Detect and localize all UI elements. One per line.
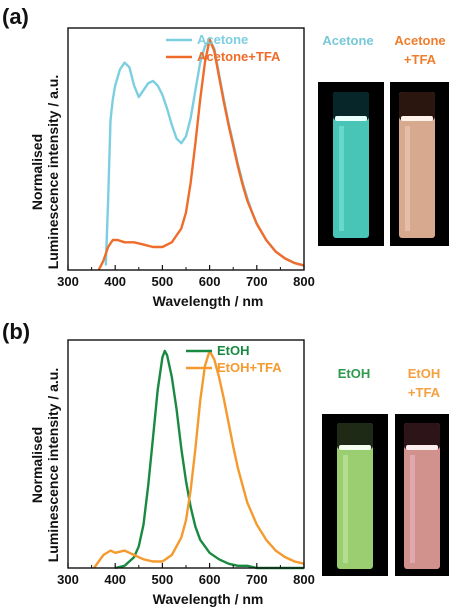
panel-b-chart: 300 400 500 600 700 800 EtOH EtOH+TFA (57, 339, 315, 587)
panel-a-ylabel-line2: Luminescence intensity / a.u. (45, 75, 61, 270)
chart-a-xtick-label-800: 800 (293, 274, 315, 289)
panel-a-ylabel-line1: Normalised (29, 134, 45, 210)
panel-b-ylabel-line1: Normalised (29, 427, 45, 503)
photo-acetone (318, 82, 384, 246)
chart-a-series-line-0 (104, 38, 305, 267)
chart-a-xtick-label-300: 300 (57, 274, 79, 289)
chart-b-xtick-label-300: 300 (57, 572, 79, 587)
photo-label-etoh-tfa-line1: EtOH (408, 366, 441, 381)
chart-b-legend-label-1: EtOH+TFA (217, 360, 282, 375)
photo-etoh-tfa (395, 414, 449, 576)
chart-a-legend-label-1: Acetone+TFA (197, 49, 281, 64)
chart-b-xtick-label-400: 400 (104, 572, 126, 587)
chart-a-legend-label-0: Acetone (197, 32, 248, 47)
chart-b-series-line-1 (93, 349, 305, 569)
chart-b-xtick-label-600: 600 (199, 572, 221, 587)
photo-label-acetone-tfa-line2: +TFA (404, 52, 437, 67)
photo-label-acetone: Acetone (322, 33, 373, 48)
photo-label-etoh: EtOH (338, 366, 371, 381)
photo-acetone-tfa (390, 82, 449, 246)
chart-b-series-line-0 (114, 349, 304, 570)
chart-b-xtick-label-500: 500 (152, 572, 174, 587)
panel-a-chart: 300 400 500 600 700 800 Acetone Acetone+TFA (57, 27, 315, 289)
panel-a-label: (a) (2, 4, 29, 29)
photo-label-acetone-tfa-line1: Acetone (394, 33, 445, 48)
panel-b-label: (b) (2, 319, 30, 344)
photo-etoh (322, 414, 388, 576)
chart-b-xtick-label-700: 700 (246, 572, 268, 587)
panel-b-ylabel-line2: Luminescence intensity / a.u. (45, 368, 61, 563)
panel-b-xlabel: Wavelength / nm (153, 591, 264, 607)
chart-b-xtick-label-800: 800 (293, 572, 315, 587)
panel-b: (b) Normalised Luminescence intensity / … (2, 319, 449, 607)
chart-a-xtick-label-400: 400 (104, 274, 126, 289)
photo-label-etoh-tfa-line2: +TFA (408, 385, 441, 400)
chart-a-xtick-label-500: 500 (152, 274, 174, 289)
panel-a-xlabel: Wavelength / nm (153, 293, 264, 309)
panel-a: (a) Normalised Luminescence intensity / … (2, 4, 449, 309)
chart-a-xtick-label-600: 600 (199, 274, 221, 289)
chart-b-legend-label-0: EtOH (217, 343, 250, 358)
chart-a-xtick-label-700: 700 (246, 274, 268, 289)
chart-a-plot-frame (67, 27, 305, 271)
chart-a-series-line-1 (97, 38, 305, 271)
